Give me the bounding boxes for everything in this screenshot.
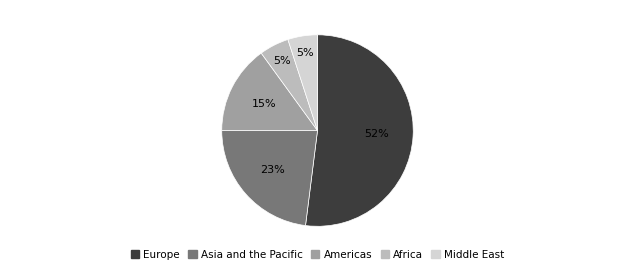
Wedge shape xyxy=(305,35,413,226)
Text: 15%: 15% xyxy=(252,99,277,109)
Wedge shape xyxy=(222,131,318,225)
Wedge shape xyxy=(261,39,318,131)
Text: 23%: 23% xyxy=(260,165,285,175)
Legend: Europe, Asia and the Pacific, Americas, Africa, Middle East: Europe, Asia and the Pacific, Americas, … xyxy=(127,246,508,264)
Text: 52%: 52% xyxy=(364,129,389,139)
Wedge shape xyxy=(288,35,318,131)
Text: 5%: 5% xyxy=(297,48,314,58)
Text: 5%: 5% xyxy=(273,55,291,66)
Wedge shape xyxy=(222,53,318,131)
